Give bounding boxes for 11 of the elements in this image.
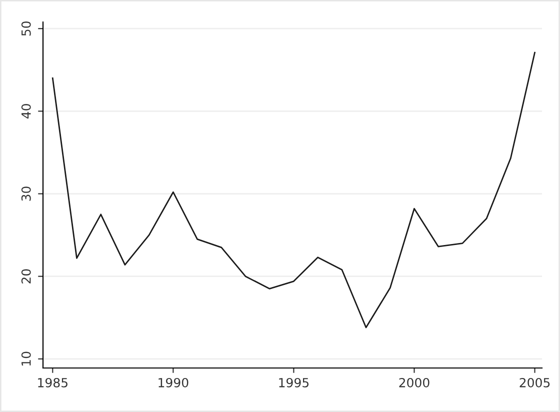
y-tick-label: 40: [21, 104, 31, 119]
y-tick-label: 50: [21, 21, 31, 36]
y-tick-label: 20: [21, 269, 31, 284]
x-tick-label: 2000: [399, 378, 430, 388]
x-tick-label: 1985: [38, 378, 68, 388]
y-tick-label: 10: [21, 352, 31, 366]
x-tick-label: 1995: [279, 378, 309, 388]
line-series: [52, 52, 536, 328]
x-tick-label: 2005: [520, 378, 550, 388]
y-tick-label: 30: [21, 186, 31, 201]
x-tick-label: 1990: [158, 378, 188, 388]
